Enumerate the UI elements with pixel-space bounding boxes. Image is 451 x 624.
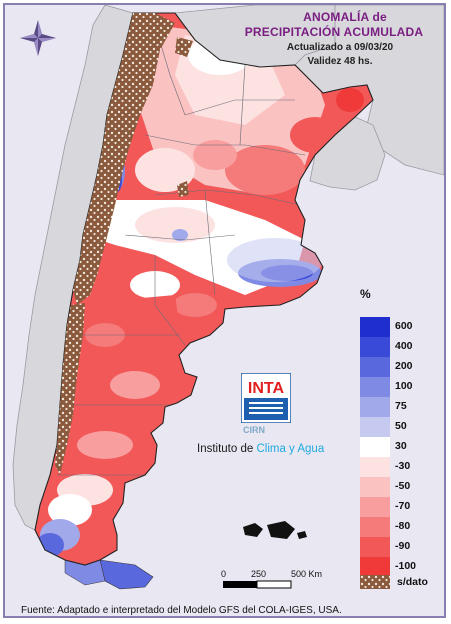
legend-swatch-8 <box>360 477 390 497</box>
legend-label-7: -30 <box>395 460 411 472</box>
source-text: Fuente: Adaptado e interpretado del Mode… <box>21 605 342 616</box>
compass-rose-icon <box>20 20 56 56</box>
nodata-label: s/dato <box>397 576 428 588</box>
scale-label-250: 250 <box>251 569 266 579</box>
legend-swatch-11 <box>360 537 390 557</box>
anomaly-map <box>12 5 444 590</box>
nodata-swatch <box>360 575 390 589</box>
legend-swatch-12 <box>360 557 390 577</box>
legend-swatch-7 <box>360 457 390 477</box>
legend-swatch-2 <box>360 357 390 377</box>
legend-label-8: -50 <box>395 480 411 492</box>
legend-unit: % <box>360 287 371 301</box>
legend-swatch-6 <box>360 437 390 457</box>
inta-logo-text: INTA <box>248 380 285 397</box>
scale-bar: 0 250 500 Km <box>215 568 335 601</box>
legend-label-11: -90 <box>395 540 411 552</box>
legend-label-0: 600 <box>395 320 413 332</box>
legend-swatch-3 <box>360 377 390 397</box>
legend-label-2: 200 <box>395 360 413 372</box>
institute-accent: Clima y Agua <box>256 443 325 455</box>
legend-swatch-0 <box>360 317 390 337</box>
inta-logo: INTA <box>240 372 292 428</box>
legend-label-1: 400 <box>395 340 413 352</box>
tierra-del-fuego <box>99 559 154 590</box>
updated-date: Actualizado a 09/03/20 <box>286 42 394 53</box>
legend-swatch-4 <box>360 397 390 417</box>
legend-label-5: 50 <box>395 420 407 432</box>
institute-name: Instituto de Clima y Agua <box>197 443 324 455</box>
legend-swatch-9 <box>360 497 390 517</box>
legend-swatch-10 <box>360 517 390 537</box>
legend-label-4: 75 <box>395 400 407 412</box>
legend-label-3: 100 <box>395 380 413 392</box>
map-title-line1: ANOMALÍA de <box>303 10 387 24</box>
malvinas-islands <box>243 521 307 539</box>
legend-swatch-1 <box>360 337 390 357</box>
legend-label-10: -80 <box>395 520 411 532</box>
legend-label-6: 30 <box>395 440 407 452</box>
legend-label-12: -100 <box>395 560 417 572</box>
map-frame: ANOMALÍA de PRECIPITACIÓN ACUMULADA Actu… <box>3 3 446 618</box>
validity-text: Validez 48 hs. <box>307 56 373 67</box>
cirn-logo-text: CIRN <box>243 425 265 435</box>
nodata-andes <box>55 13 193 475</box>
map-title-line2: PRECIPITACIÓN ACUMULADA <box>244 25 424 39</box>
scale-label-0: 0 <box>221 569 226 579</box>
legend-label-9: -70 <box>395 500 411 512</box>
scale-label-500: 500 Km <box>291 569 322 579</box>
institute-prefix: Instituto de <box>197 443 257 455</box>
legend-swatch-5 <box>360 417 390 437</box>
